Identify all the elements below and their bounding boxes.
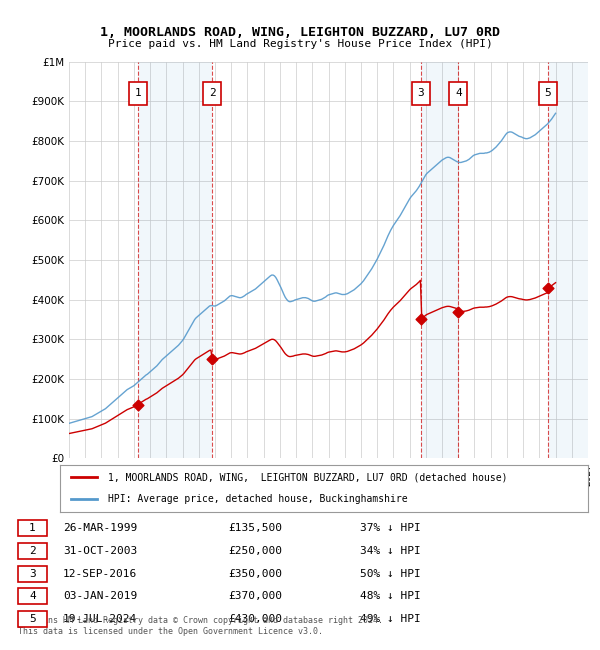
Text: £370,000: £370,000: [228, 592, 282, 601]
Bar: [421, 62, 458, 458]
Text: 3: 3: [29, 569, 36, 578]
Text: 2: 2: [209, 88, 215, 98]
Bar: [137, 62, 212, 458]
Text: 1: 1: [29, 523, 36, 533]
FancyBboxPatch shape: [412, 83, 430, 105]
FancyBboxPatch shape: [203, 83, 221, 105]
Text: £135,500: £135,500: [228, 523, 282, 533]
Text: 1, MOORLANDS ROAD, WING,  LEIGHTON BUZZARD, LU7 0RD (detached house): 1, MOORLANDS ROAD, WING, LEIGHTON BUZZAR…: [107, 473, 507, 482]
Text: £250,000: £250,000: [228, 546, 282, 556]
FancyBboxPatch shape: [539, 83, 557, 105]
Text: 12-SEP-2016: 12-SEP-2016: [63, 569, 137, 578]
Text: 37% ↓ HPI: 37% ↓ HPI: [360, 523, 421, 533]
Text: £350,000: £350,000: [228, 569, 282, 578]
Text: 5: 5: [545, 88, 551, 98]
Text: 1, MOORLANDS ROAD, WING, LEIGHTON BUZZARD, LU7 0RD: 1, MOORLANDS ROAD, WING, LEIGHTON BUZZAR…: [100, 26, 500, 39]
Text: 49% ↓ HPI: 49% ↓ HPI: [360, 614, 421, 624]
Point: [133, 399, 142, 410]
Text: Contains HM Land Registry data © Crown copyright and database right 2024.
This d: Contains HM Land Registry data © Crown c…: [18, 616, 383, 636]
Text: 2: 2: [29, 546, 36, 556]
Text: 4: 4: [29, 592, 36, 601]
Text: 31-OCT-2003: 31-OCT-2003: [63, 546, 137, 556]
Text: 26-MAR-1999: 26-MAR-1999: [63, 523, 137, 533]
Text: 5: 5: [29, 614, 36, 624]
Text: 4: 4: [455, 88, 462, 98]
Point: [454, 306, 463, 317]
Text: 3: 3: [418, 88, 424, 98]
FancyBboxPatch shape: [128, 83, 146, 105]
Text: £430,000: £430,000: [228, 614, 282, 624]
Text: 50% ↓ HPI: 50% ↓ HPI: [360, 569, 421, 578]
Point: [208, 354, 217, 364]
Text: HPI: Average price, detached house, Buckinghamshire: HPI: Average price, detached house, Buck…: [107, 494, 407, 504]
FancyBboxPatch shape: [449, 83, 467, 105]
Text: 1: 1: [134, 88, 141, 98]
Text: 48% ↓ HPI: 48% ↓ HPI: [360, 592, 421, 601]
Point: [416, 315, 426, 325]
Bar: [137, 62, 212, 458]
Text: 34% ↓ HPI: 34% ↓ HPI: [360, 546, 421, 556]
Bar: [548, 62, 588, 458]
Bar: [548, 62, 588, 458]
Text: 19-JUL-2024: 19-JUL-2024: [63, 614, 137, 624]
Point: [544, 283, 553, 293]
Bar: [421, 62, 458, 458]
Text: Price paid vs. HM Land Registry's House Price Index (HPI): Price paid vs. HM Land Registry's House …: [107, 39, 493, 49]
Text: 03-JAN-2019: 03-JAN-2019: [63, 592, 137, 601]
